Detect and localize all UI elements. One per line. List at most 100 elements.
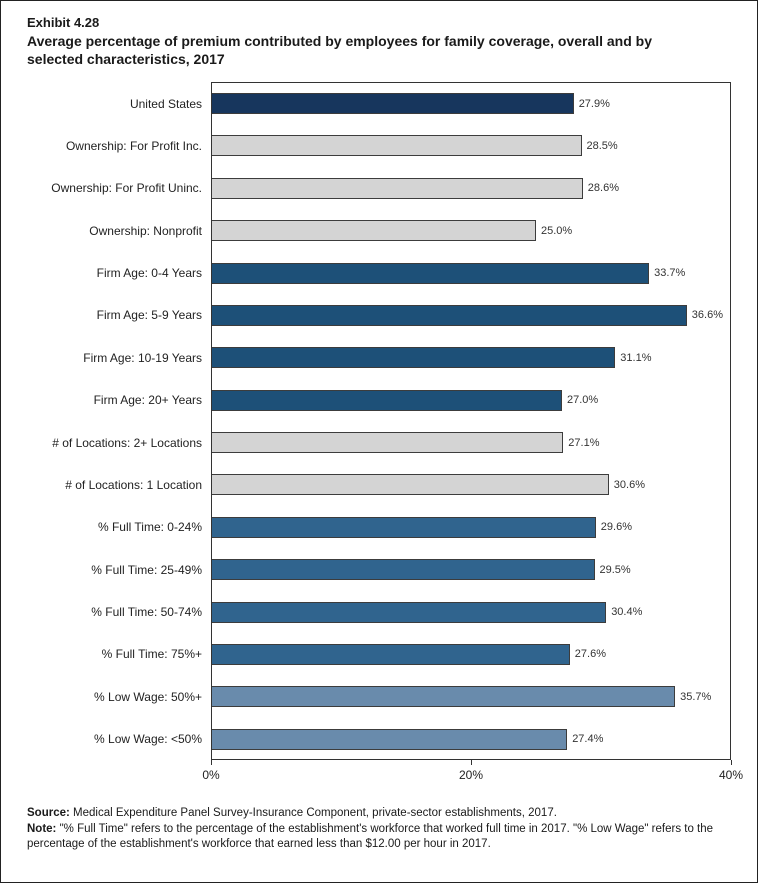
bar: [211, 474, 609, 496]
value-label: 28.5%: [586, 139, 618, 152]
category-label: % Full Time: 75%+: [101, 647, 202, 662]
note-text: "% Full Time" refers to the percentage o…: [27, 822, 714, 851]
category-label: Firm Age: 20+ Years: [93, 393, 202, 408]
bar: [211, 728, 568, 750]
bar: [211, 389, 562, 411]
value-label: 27.9%: [578, 97, 610, 110]
bar-area: 29.6%: [211, 506, 731, 548]
chart-row: Firm Age: 5-9 Years 36.6%: [27, 294, 731, 336]
chart-row: United States 27.9%: [27, 82, 731, 124]
category-label: Firm Age: 5-9 Years: [96, 308, 202, 323]
tick-mark: [471, 760, 472, 766]
bar-area: 27.0%: [211, 379, 731, 421]
value-label: 35.7%: [680, 690, 712, 703]
value-label: 27.1%: [568, 436, 600, 449]
chart-row: % Full Time: 0-24% 29.6%: [27, 506, 731, 548]
value-label: 27.6%: [574, 648, 606, 661]
value-label: 27.0%: [567, 394, 599, 407]
bar-area: 36.6%: [211, 294, 731, 336]
bar-area: 27.4%: [211, 718, 731, 760]
chart-header: Exhibit 4.28 Average percentage of premi…: [27, 15, 731, 68]
bar-area: 33.7%: [211, 252, 731, 294]
tick-label: 0%: [202, 768, 220, 783]
bar-area: 27.1%: [211, 421, 731, 463]
category-label: % Full Time: 25-49%: [91, 562, 202, 577]
bar: [211, 432, 564, 454]
bar-area: 30.4%: [211, 591, 731, 633]
value-label: 25.0%: [541, 224, 573, 237]
chart-footer: Source: Medical Expenditure Panel Survey…: [27, 806, 727, 853]
bar: [211, 516, 596, 538]
category-label: Ownership: For Profit Uninc.: [51, 181, 202, 196]
bar-area: 25.0%: [211, 210, 731, 252]
chart-row: Firm Age: 0-4 Years 33.7%: [27, 252, 731, 294]
value-label: 29.6%: [600, 521, 632, 534]
chart-row: # of Locations: 2+ Locations 27.1%: [27, 421, 731, 463]
chart-row: # of Locations: 1 Location 30.6%: [27, 464, 731, 506]
bar: [211, 177, 583, 199]
category-label: # of Locations: 2+ Locations: [52, 435, 202, 450]
bar-area: 28.6%: [211, 167, 731, 209]
bar-area: 28.5%: [211, 125, 731, 167]
value-label: 31.1%: [620, 351, 652, 364]
bar: [211, 643, 570, 665]
category-label: Firm Age: 0-4 Years: [96, 266, 202, 281]
bar: [211, 220, 536, 242]
tick-label: 40%: [718, 768, 744, 783]
category-label: Ownership: For Profit Inc.: [65, 138, 202, 153]
bar: [211, 601, 607, 623]
chart-row: % Full Time: 75%+ 27.6%: [27, 633, 731, 675]
bar: [211, 262, 650, 284]
bar: [211, 686, 676, 708]
chart-row: Ownership: For Profit Uninc. 28.6%: [27, 167, 731, 209]
tick-mark: [211, 760, 212, 766]
category-label: Firm Age: 10-19 Years: [83, 350, 202, 365]
bar-chart: United States 27.9% Ownership: For Profit …: [27, 82, 743, 790]
bar-area: 35.7%: [211, 676, 731, 718]
exhibit-number: Exhibit 4.28: [27, 15, 100, 30]
note-label: Note:: [27, 822, 57, 835]
value-label: 30.4%: [611, 606, 643, 619]
value-label: 27.4%: [572, 733, 604, 746]
bar-area: 30.6%: [211, 464, 731, 506]
bar: [211, 93, 574, 115]
category-label: Ownership: Nonprofit: [89, 223, 202, 238]
value-label: 30.6%: [613, 478, 645, 491]
chart-title: Average percentage of premium contribute…: [27, 33, 653, 68]
chart-row: Firm Age: 20+ Years 27.0%: [27, 379, 731, 421]
chart-row: Ownership: Nonprofit 25.0%: [27, 210, 731, 252]
bar-area: 27.9%: [211, 82, 731, 124]
bar-area: 29.5%: [211, 549, 731, 591]
chart-row: % Low Wage: 50%+ 35.7%: [27, 676, 731, 718]
bar-rows: United States 27.9% Ownership: For Profit …: [27, 82, 731, 761]
source-label: Source:: [27, 807, 70, 820]
note-line: Note: "% Full Time" refers to the percen…: [27, 822, 727, 853]
chart-row: % Full Time: 25-49% 29.5%: [27, 549, 731, 591]
category-label: % Low Wage: 50%+: [94, 689, 202, 704]
x-axis: 0% 20% 40%: [202, 760, 743, 790]
source-text: Medical Expenditure Panel Survey-Insuran…: [69, 807, 557, 820]
value-label: 36.6%: [691, 309, 723, 322]
bar: [211, 304, 687, 326]
value-label: 28.6%: [587, 182, 619, 195]
category-label: United States: [129, 96, 202, 111]
chart-row: % Full Time: 50-74% 30.4%: [27, 591, 731, 633]
category-label: % Low Wage: <50%: [94, 732, 202, 747]
bar: [211, 559, 595, 581]
bar-area: 27.6%: [211, 633, 731, 675]
tick-mark: [731, 760, 732, 766]
value-label: 33.7%: [654, 267, 686, 280]
category-label: % Full Time: 0-24%: [97, 520, 202, 535]
tick-label: 20%: [458, 768, 484, 783]
bar: [211, 135, 582, 157]
category-label: % Full Time: 50-74%: [91, 605, 202, 620]
chart-row: Ownership: For Profit Inc. 28.5%: [27, 125, 731, 167]
source-line: Source: Medical Expenditure Panel Survey…: [27, 806, 727, 822]
chart-row: Firm Age: 10-19 Years 31.1%: [27, 337, 731, 379]
value-label: 29.5%: [599, 563, 631, 576]
bar-area: 31.1%: [211, 337, 731, 379]
category-label: # of Locations: 1 Location: [65, 477, 202, 492]
bar: [211, 347, 616, 369]
chart-row: % Low Wage: <50% 27.4%: [27, 718, 731, 760]
